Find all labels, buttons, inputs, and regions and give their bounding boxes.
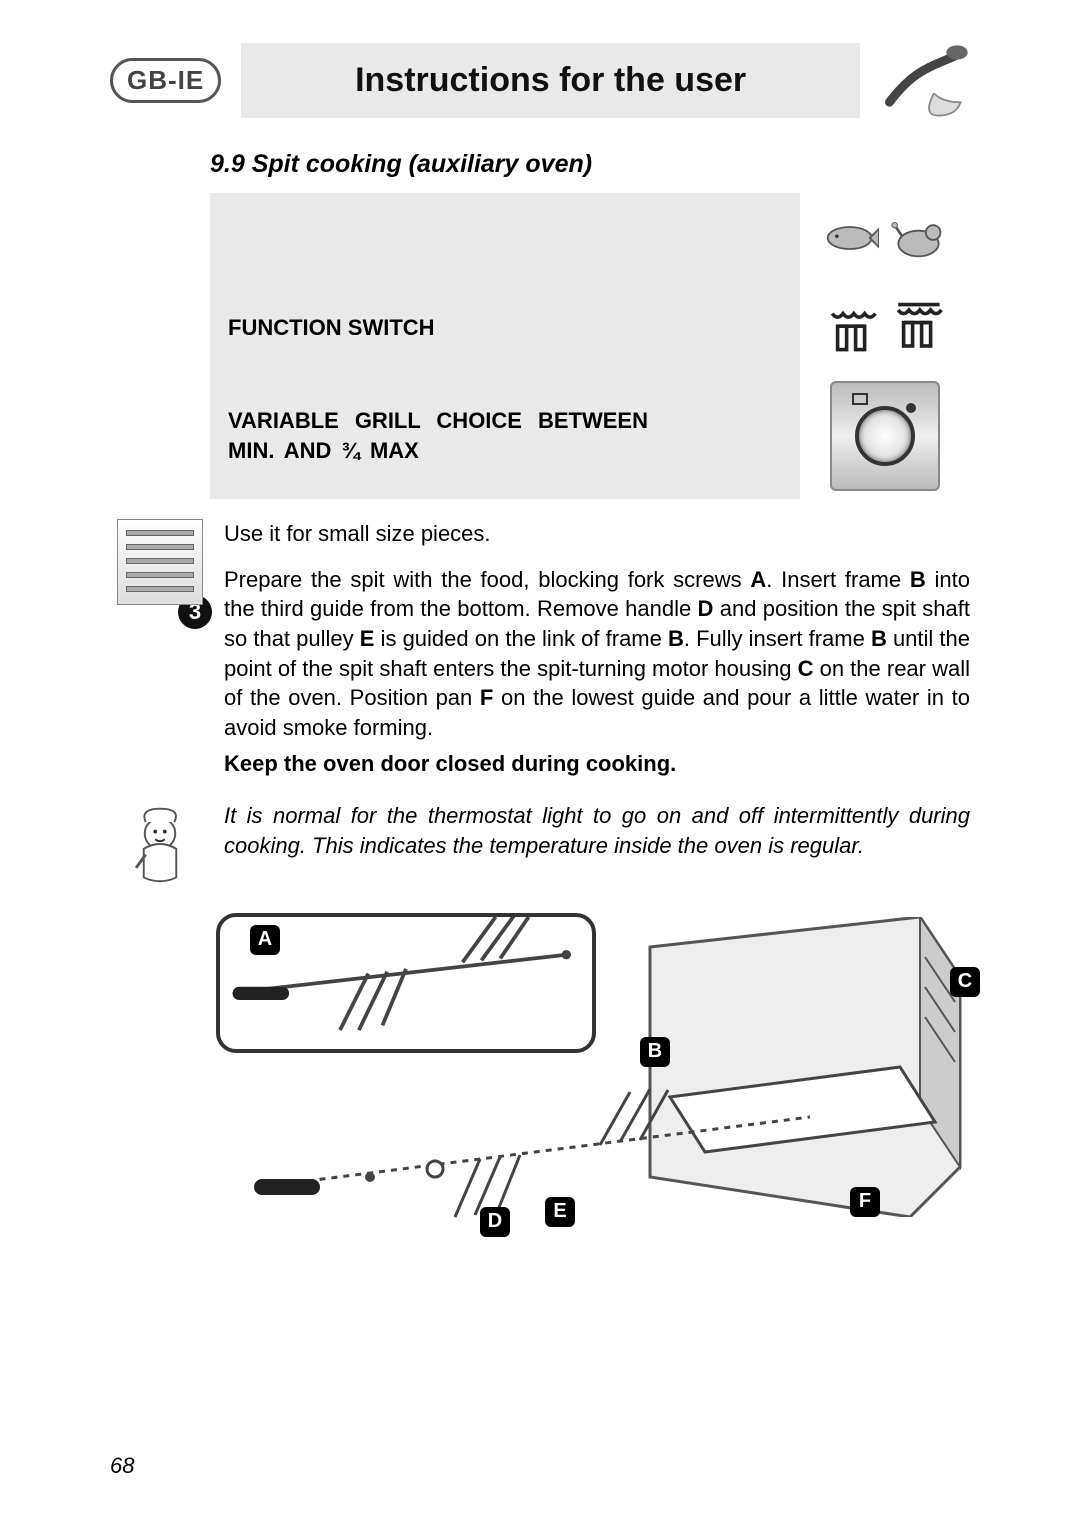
dial-cell [800, 373, 970, 499]
shelf [126, 530, 194, 536]
rack-figure-column: 3 [110, 519, 210, 795]
chicken-icon [891, 216, 946, 260]
page-title: Instructions for the user [241, 43, 860, 118]
diagram-label-e: E [545, 1197, 575, 1227]
variable-grill-text: VARIABLE GRILL CHOICE BETWEEN MIN. AND ¾… [228, 406, 648, 465]
shelf [126, 558, 194, 564]
fish-icon [824, 218, 879, 258]
row-variable-grill: VARIABLE GRILL CHOICE BETWEEN MIN. AND ¾… [210, 373, 970, 499]
spacer [210, 193, 800, 283]
chef-figure-column [110, 801, 210, 887]
thermostat-dial [830, 381, 940, 491]
dial-marker-dot [906, 403, 916, 413]
section-name: Spit cooking (auxiliary oven) [252, 150, 592, 178]
keep-closed-line: Keep the oven door closed during cooking… [224, 749, 970, 779]
section-number: 9.9 [210, 150, 245, 178]
diagram-label-b: B [640, 1037, 670, 1067]
chef-icon [117, 801, 203, 887]
row-food-icons [210, 193, 970, 283]
spoon-icon [880, 40, 970, 120]
shelf [126, 572, 194, 578]
locale-badge: GB-IE [110, 58, 221, 103]
diagram-label-f: F [850, 1187, 880, 1217]
grill-fan-icon [891, 301, 945, 355]
row-function-switch: FUNCTION SWITCH [210, 283, 970, 373]
body-text: Use it for small size pieces. Prepare th… [224, 519, 970, 795]
rack-icon [117, 519, 203, 605]
diagram-label-c: C [950, 967, 980, 997]
instructions-paragraph: Prepare the spit with the food, blocking… [224, 565, 970, 743]
page-number: 68 [110, 1453, 134, 1479]
diagram-wrap: A B C D E F [210, 907, 970, 1247]
body-row: 3 Use it for small size pieces. Prepare … [110, 519, 970, 795]
variable-grill-label: VARIABLE GRILL CHOICE BETWEEN MIN. AND ¾… [210, 373, 800, 499]
grill-icon [825, 301, 879, 355]
thermostat-note: It is normal for the thermostat light to… [224, 801, 970, 862]
diagram-label-d: D [480, 1207, 510, 1237]
dial-knob [855, 406, 915, 466]
header-row: GB-IE Instructions for the user [110, 40, 970, 120]
shelf [126, 586, 194, 592]
note-row: It is normal for the thermostat light to… [110, 801, 970, 887]
food-icons [800, 193, 970, 283]
page: GB-IE Instructions for the user 9.9 Spit… [0, 0, 1080, 1529]
dial-marker-square [852, 393, 868, 405]
shelf [126, 544, 194, 550]
section-title: 9.9 Spit cooking (auxiliary oven) [210, 150, 970, 179]
diagram-label-a: A [250, 925, 280, 955]
function-switch-icons [800, 283, 970, 373]
function-switch-label: FUNCTION SWITCH [210, 283, 800, 373]
spit-diagram: A B C D E F [210, 907, 970, 1247]
intro-line: Use it for small size pieces. [224, 519, 970, 549]
